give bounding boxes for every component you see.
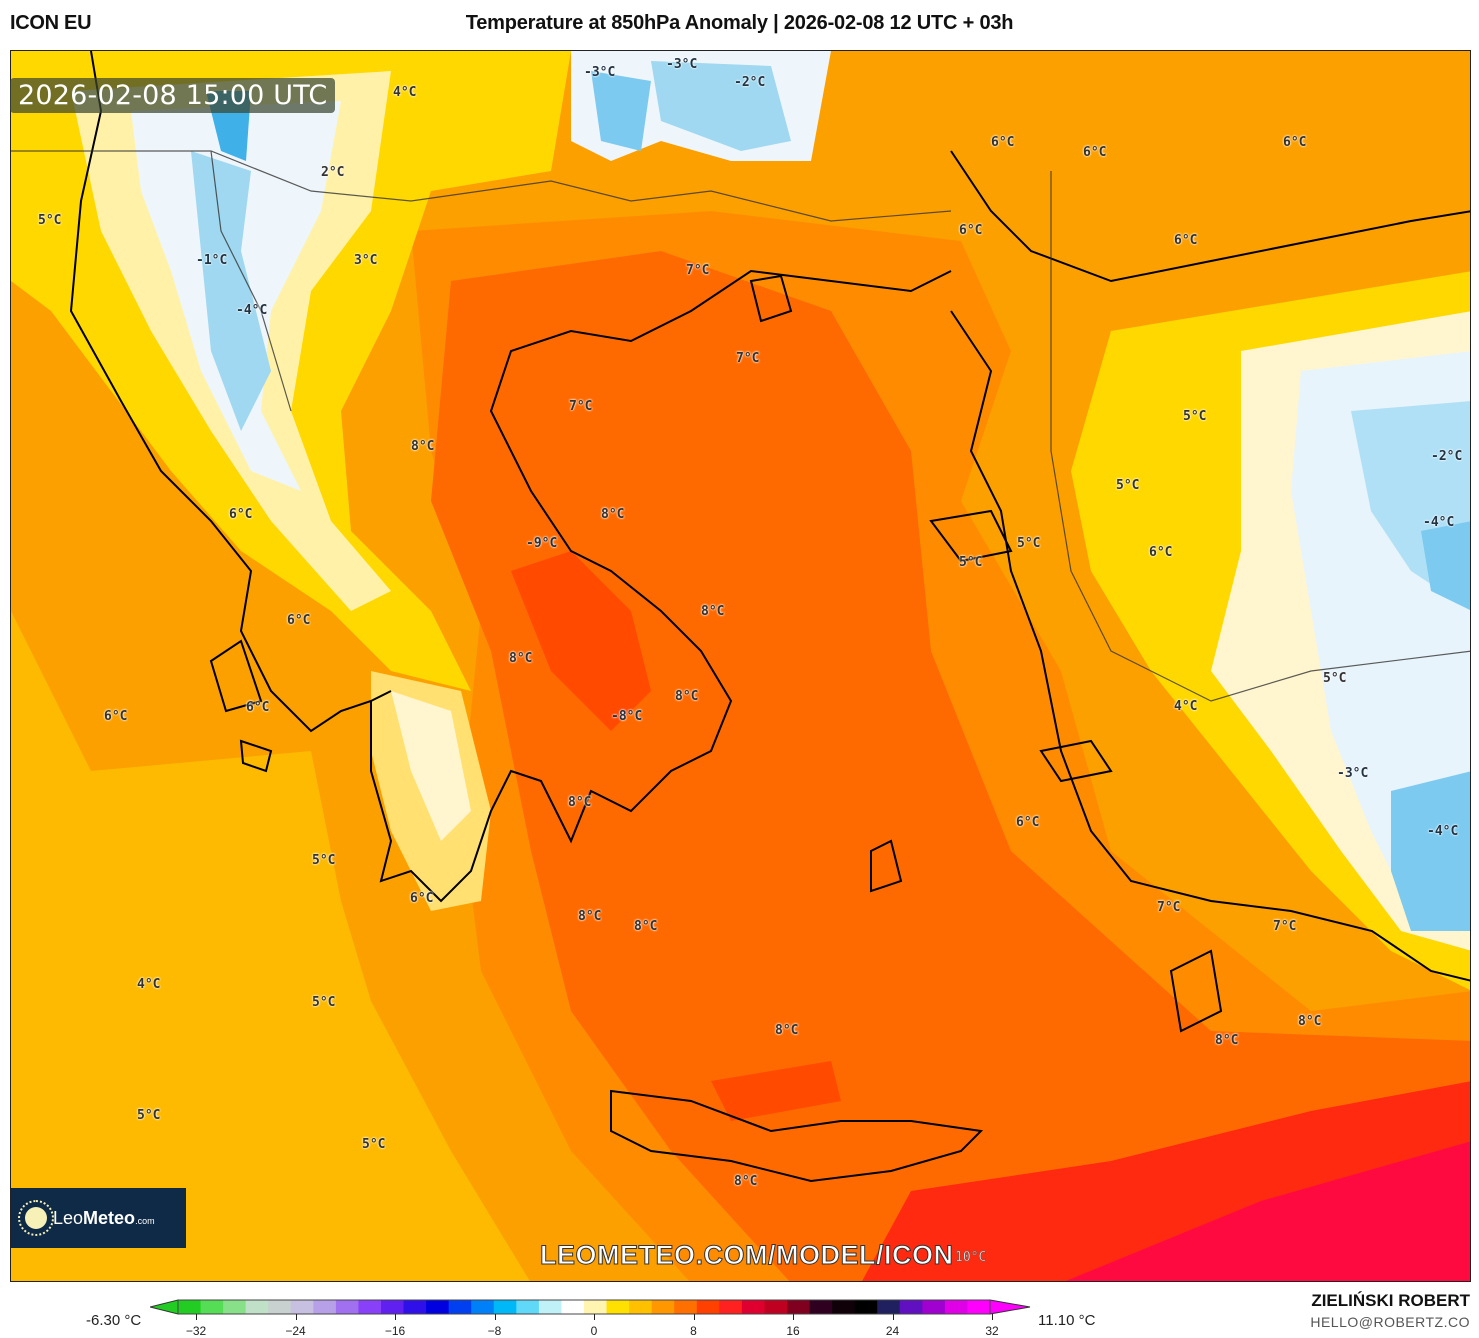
contour-label: 6°C (410, 891, 434, 906)
contour-label: 5°C (38, 213, 62, 228)
colorbar-tick-label: −32 (185, 1324, 207, 1338)
colorbar-tick-label: 16 (786, 1324, 800, 1338)
leometeo-logo[interactable]: LeoMeteo.com (11, 1188, 186, 1248)
contour-label: 8°C (634, 919, 658, 934)
contour-label: 8°C (578, 909, 602, 924)
contour-label: 8°C (411, 439, 435, 454)
contour-label: 7°C (569, 399, 593, 414)
contour-label: 6°C (1174, 233, 1198, 248)
contour-label: 8°C (675, 689, 699, 704)
contour-label: 5°C (1017, 536, 1041, 551)
author-email[interactable]: HELLO@ROBERTZ.CO (1310, 1314, 1470, 1330)
contour-label: 4°C (1174, 699, 1198, 714)
contour-label: 4°C (137, 977, 161, 992)
colorbar-tick-label: 24 (885, 1324, 900, 1338)
contour-label: -2°C (734, 75, 766, 90)
contour-label: 5°C (959, 555, 983, 570)
contour-label: 6°C (1083, 145, 1107, 160)
contour-label: 2°C (321, 165, 345, 180)
anomaly-field (11, 51, 1470, 1281)
contour-label: -3°C (584, 65, 616, 80)
colorbar-tick-mark (494, 1314, 496, 1320)
contour-label: 8°C (1215, 1033, 1239, 1048)
contour-label: 3°C (354, 253, 378, 268)
colorbar-tick-mark (594, 1314, 595, 1320)
colorbar-max-label: 11.10 °C (1038, 1312, 1096, 1329)
contour-label: -4°C (1427, 824, 1459, 839)
colorbar-tick-label: −16 (384, 1324, 406, 1338)
contour-label: 6°C (991, 135, 1015, 150)
author-name: ZIELIŃSKI ROBERT (1311, 1291, 1470, 1310)
contour-label: 8°C (568, 795, 592, 810)
contour-label: 7°C (686, 263, 710, 278)
contour-label: 6°C (1149, 545, 1173, 560)
contour-label: 7°C (736, 351, 760, 366)
contour-label: 5°C (137, 1108, 161, 1123)
model-name: ICON EU (10, 12, 92, 34)
contour-label: 8°C (734, 1174, 758, 1189)
colorbar-tick-mark (395, 1314, 396, 1320)
colorbar-tick-mark (992, 1314, 993, 1320)
contour-label: 5°C (1116, 478, 1140, 493)
contour-label: 6°C (959, 223, 983, 238)
contour-label: 6°C (104, 709, 128, 724)
colorbar-tick-mark (295, 1314, 297, 1320)
contour-label: -3°C (1337, 766, 1369, 781)
contour-label: -1°C (196, 253, 228, 268)
contour-label: 5°C (1183, 409, 1207, 424)
colorbar-tick-label: −8 (487, 1324, 502, 1338)
contour-label: 6°C (287, 613, 311, 628)
contour-label: 8°C (775, 1023, 799, 1038)
contour-label: 8°C (1298, 1014, 1322, 1029)
contour-label: -4°C (236, 303, 268, 318)
contour-label: 4°C (393, 85, 417, 100)
colorbar-tick-mark (793, 1314, 794, 1320)
colorbar-tick-label: −24 (285, 1324, 306, 1338)
colorbar-tick-label: 32 (985, 1324, 999, 1338)
contour-label: 8°C (701, 604, 725, 619)
contour-label: 6°C (1283, 135, 1307, 150)
colorbar-tick-label: 8 (690, 1324, 697, 1338)
valid-time-badge: 2026-02-08 15:00 UTC (10, 78, 336, 113)
colorbar-min-label: -6.30 °C (86, 1312, 142, 1329)
contour-label: 5°C (362, 1137, 386, 1152)
colorbar (150, 1299, 1031, 1315)
contour-label: -3°C (666, 57, 698, 72)
contour-label: -9°C (526, 536, 558, 551)
contour-label: -2°C (1431, 449, 1463, 464)
colorbar-tick-label: 0 (590, 1324, 598, 1338)
corner-contour-label: 10°C (955, 1250, 987, 1266)
colorbar-tick-mark (196, 1314, 197, 1320)
colorbar-tick-mark (693, 1314, 695, 1320)
colorbar-tick-mark (892, 1314, 894, 1320)
site-watermark: LEOMETEO.COM/MODEL/ICON (540, 1240, 954, 1271)
contour-label: 6°C (1016, 815, 1040, 830)
logo-text: LeoMeteo.com (53, 1207, 155, 1228)
contour-label: 8°C (601, 507, 625, 522)
contour-label: 6°C (246, 700, 270, 715)
sun-icon (18, 1200, 54, 1236)
contour-label: -4°C (1423, 515, 1455, 530)
contour-label: 8°C (509, 651, 533, 666)
map-title: Temperature at 850hPa Anomaly | 2026-02-… (465, 12, 1014, 34)
contour-label: 7°C (1157, 900, 1181, 915)
contour-label: 5°C (312, 995, 336, 1010)
contour-label: -8°C (611, 709, 643, 724)
map-canvas[interactable]: 4°C -3°C -3°C -2°C 2°C 5°C -1°C 3°C -4°C 6°C 6°C 6°… (10, 50, 1471, 1282)
contour-label: 5°C (312, 853, 336, 868)
contour-label: 6°C (229, 507, 253, 522)
contour-label: 7°C (1273, 919, 1297, 934)
contour-label: 5°C (1323, 671, 1347, 686)
